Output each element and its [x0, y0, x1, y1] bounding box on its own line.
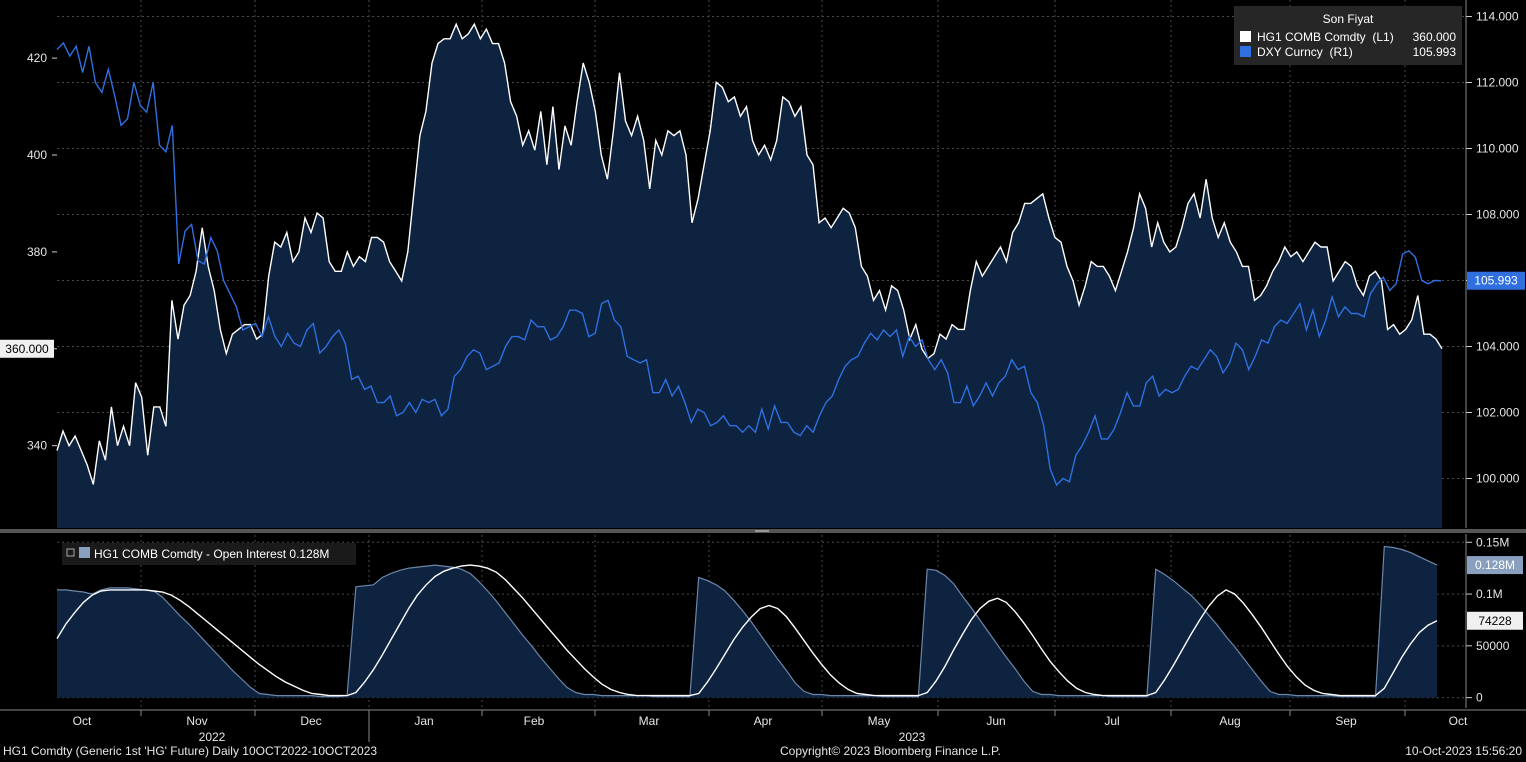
left-tick-label-0: 420 — [27, 51, 47, 65]
copper-area — [57, 24, 1442, 528]
right-tick-label-2: 110.000 — [1476, 142, 1519, 156]
left-tick-label-4: 340 — [27, 439, 47, 453]
last-value-smooth-tag: 74228 — [1467, 611, 1523, 630]
last-value-right-tag: 105.993 — [1467, 271, 1525, 290]
last-left-tag-bg — [0, 339, 54, 358]
last-smooth-tag-bg — [1467, 611, 1523, 630]
last-right-tag-text: 105.993 — [1474, 274, 1518, 288]
x-tick-label-4: Feb — [524, 714, 545, 728]
dxy-line — [56, 41, 1442, 487]
last-value-oi-tag: 0.128M — [1467, 556, 1523, 575]
year-label-2023: 2023 — [899, 730, 926, 744]
left-axis-ticks: 420400380360340 — [27, 51, 57, 453]
right-tick-label-6: 102.000 — [1476, 406, 1520, 420]
footer-copyright: Copyright© 2023 Bloomberg Finance L.P. — [780, 744, 1001, 758]
x-tick-label-0: Oct — [73, 714, 92, 728]
lower-legend-box — [62, 543, 356, 565]
last-left-tag-text: 360.000 — [5, 342, 49, 356]
legend-swatch-copper — [1240, 31, 1251, 42]
left-tick-label-1: 400 — [27, 148, 47, 162]
last-oi-tag-text: 0.128M — [1475, 558, 1515, 572]
right-tick-label-1: 112.000 — [1476, 76, 1519, 90]
legend-box — [1234, 6, 1462, 65]
legend-swatch-open-interest — [79, 547, 90, 558]
lower-legend: HG1 COMB Comdty - Open Interest 0.128M — [62, 543, 356, 565]
right-tick-label-3: 108.000 — [1476, 208, 1520, 222]
lower-tick-label-0: 0.15M — [1476, 535, 1509, 549]
x-tick-label-9: Jul — [1104, 714, 1119, 728]
last-smooth-tag-text: 74228 — [1478, 614, 1512, 628]
collapse-icon[interactable] — [66, 548, 75, 557]
lower-legend-label: HG1 COMB Comdty - Open Interest 0.128M — [94, 547, 329, 561]
lower-tick-label-2: 50000 — [1476, 639, 1510, 653]
lower-tick-label-1: 0.1M — [1476, 587, 1503, 601]
x-tick-label-6: Apr — [754, 714, 773, 728]
x-tick-label-12: Oct — [1449, 714, 1468, 728]
right-tick-label-5: 104.000 — [1476, 340, 1520, 354]
legend-header: Son Fiyat — [1323, 12, 1374, 26]
footer-left: HG1 Comdty (Generic 1st 'HG' Future) Dai… — [3, 744, 378, 758]
x-tick-label-10: Aug — [1219, 714, 1240, 728]
open-interest-panel: 0.15M 0.1M 50000 0 0.128M 74228 HG1 COMB Co… — [56, 534, 1523, 708]
x-tick-label-1: Nov — [186, 714, 207, 728]
legend-swatch-dxy — [1240, 46, 1251, 57]
copper-price-line — [56, 22, 1443, 485]
x-tick-label-2: Dec — [300, 714, 321, 728]
legend-label-dxy: DXY Curncy (R1) — [1257, 45, 1353, 59]
legend-value-copper: 360.000 — [1413, 30, 1457, 44]
x-tick-label-5: Mar — [639, 714, 660, 728]
left-tick-label-2: 380 — [27, 245, 47, 259]
x-tick-label-7: May — [868, 714, 891, 728]
lower-tick-label-3: 0 — [1476, 691, 1483, 705]
last-value-left-tag: 360.000 — [0, 339, 54, 358]
open-interest-outline — [57, 545, 1438, 698]
last-oi-tag-bg — [1467, 556, 1523, 575]
separator-handle[interactable] — [755, 530, 769, 532]
lower-axis-ticks: 0.15M 0.1M 50000 0 — [1465, 534, 1510, 708]
x-tick-label-8: Jun — [986, 714, 1005, 728]
last-right-tag-bg — [1467, 271, 1525, 290]
year-label-2022: 2022 — [199, 730, 226, 744]
main-legend: Son Fiyat HG1 COMB Comdty (L1) 360.000 D… — [1234, 6, 1462, 65]
legend-label-copper: HG1 COMB Comdty (L1) — [1257, 30, 1394, 44]
right-tick-label-7: 100.000 — [1476, 472, 1520, 486]
right-tick-label-0: 114.000 — [1476, 10, 1519, 24]
x-axis: Oct Nov Dec Jan Feb Mar Apr May Jun Jul Aug Sep Oct 2… — [0, 709, 1526, 744]
legend-value-dxy: 105.993 — [1413, 45, 1457, 59]
x-tick-label-11: Sep — [1335, 714, 1357, 728]
footer-timestamp: 10-Oct-2023 15:56:20 — [1405, 744, 1522, 758]
open-interest-smooth-line — [56, 564, 1438, 697]
x-tick-label-3: Jan — [414, 714, 433, 728]
